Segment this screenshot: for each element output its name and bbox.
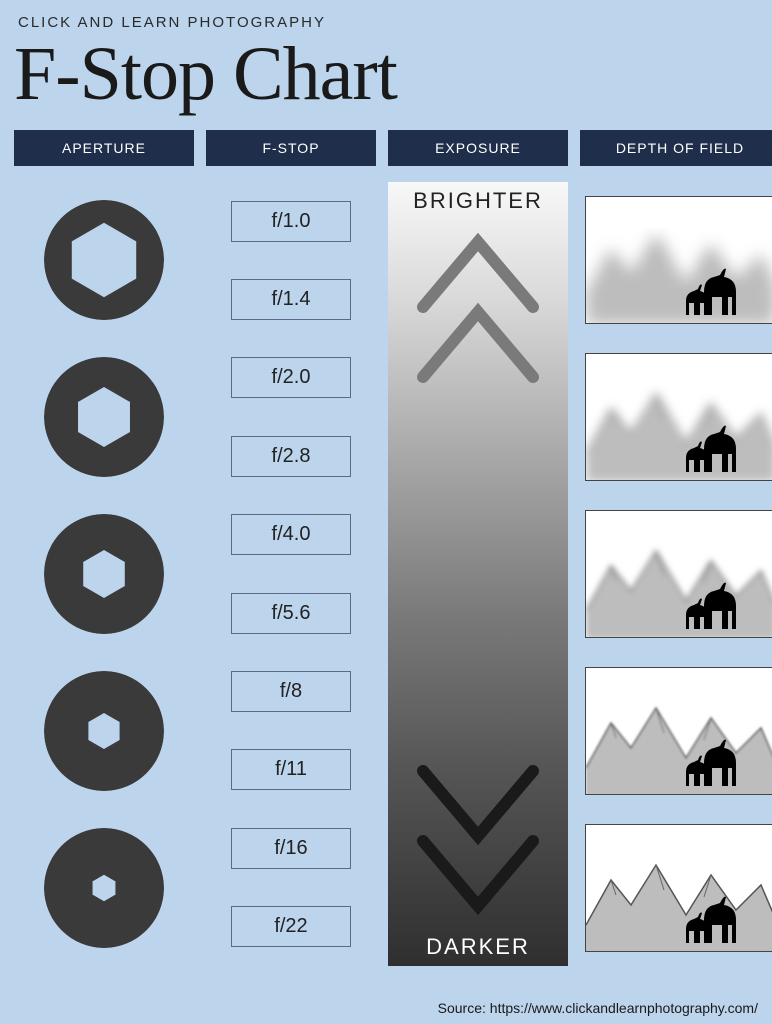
column-headers: APERTURE F-STOP EXPOSURE DEPTH OF FIELD	[0, 130, 772, 166]
dof-thumbnail	[586, 197, 772, 324]
aperture-icon	[39, 666, 169, 796]
page-title: F-Stop Chart	[0, 31, 772, 130]
header-aperture: APERTURE	[14, 130, 194, 166]
dof-thumb	[585, 353, 772, 481]
exposure-brighter-label: BRIGHTER	[388, 188, 568, 214]
fstop-value: f/4.0	[231, 514, 351, 555]
chevron-down-icon	[408, 746, 548, 926]
fstop-column: f/1.0 f/1.4 f/2.0 f/2.8 f/4.0 f/5.6 f/8 f/11 f/1…	[206, 182, 376, 966]
aperture-icon	[39, 352, 169, 482]
dof-thumbnail	[586, 511, 772, 638]
source-text: Source: https://www.clickandlearnphotogr…	[438, 1000, 758, 1016]
fstop-value: f/8	[231, 671, 351, 712]
aperture-icon	[39, 823, 169, 953]
dof-thumbnail	[586, 668, 772, 795]
subtitle: CLICK AND LEARN PHOTOGRAPHY	[0, 0, 772, 31]
content-grid: f/1.0 f/1.4 f/2.0 f/2.8 f/4.0 f/5.6 f/8 f/11 f/1…	[0, 166, 772, 966]
fstop-value: f/22	[231, 906, 351, 947]
aperture-icon	[39, 195, 169, 325]
dof-thumb	[585, 196, 772, 324]
dof-thumb	[585, 824, 772, 952]
dof-thumbnail	[586, 825, 772, 952]
aperture-icon	[39, 509, 169, 639]
fstop-value: f/1.4	[231, 279, 351, 320]
exposure-column: BRIGHTER DARKER	[388, 182, 568, 966]
chevron-up-icon	[408, 222, 548, 402]
header-exposure: EXPOSURE	[388, 130, 568, 166]
aperture-column	[14, 182, 194, 966]
dof-column	[580, 182, 772, 966]
fstop-value: f/1.0	[231, 201, 351, 242]
fstop-value: f/2.0	[231, 357, 351, 398]
dof-thumb	[585, 510, 772, 638]
header-fstop: F-STOP	[206, 130, 376, 166]
header-dof: DEPTH OF FIELD	[580, 130, 772, 166]
fstop-value: f/2.8	[231, 436, 351, 477]
dof-thumbnail	[586, 354, 772, 481]
fstop-value: f/11	[231, 749, 351, 790]
fstop-value: f/16	[231, 828, 351, 869]
dof-thumb	[585, 667, 772, 795]
exposure-darker-label: DARKER	[388, 934, 568, 960]
fstop-value: f/5.6	[231, 593, 351, 634]
